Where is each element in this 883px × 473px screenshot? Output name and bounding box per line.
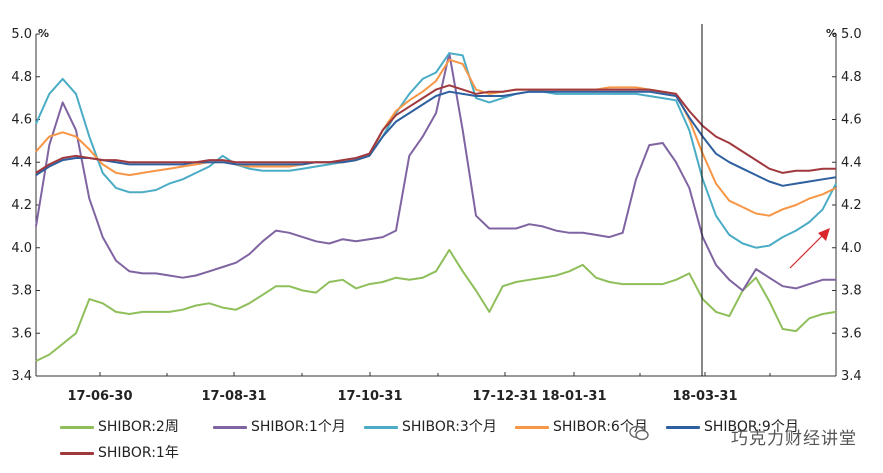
legend-swatch xyxy=(364,425,398,429)
y-tick-label-right: 3.4 xyxy=(841,369,862,384)
series-lines xyxy=(35,52,837,362)
y-tick-label-left: 4.8 xyxy=(11,70,32,85)
legend-swatch xyxy=(213,425,247,429)
series-line-5 xyxy=(35,90,837,187)
x-tick-label: 18-03-31 xyxy=(672,389,737,404)
x-tick-label: 17-08-31 xyxy=(201,389,266,404)
y-tick-label-left: 4.4 xyxy=(11,155,32,170)
y-tick-label-left: 3.6 xyxy=(11,326,32,341)
y-tick-label-right: 3.6 xyxy=(841,326,862,341)
x-axis-ticks: 17-06-30 17-08-31 17-10-31 17-12-31 18-01-31… xyxy=(67,372,771,404)
unit-right: % xyxy=(826,27,837,40)
series-line-2 xyxy=(35,52,836,292)
x-tick-label: 17-12-31 xyxy=(472,389,537,404)
y-tick-label-right: 4.2 xyxy=(841,198,862,213)
y-tick-label-right: 4.0 xyxy=(841,241,862,256)
legend-label: SHIBOR:6个月 xyxy=(553,419,648,435)
x-tick-label: 17-06-30 xyxy=(67,389,132,404)
legend-label: SHIBOR:9个月 xyxy=(704,419,799,435)
legend-swatch xyxy=(666,425,700,429)
series-line-4 xyxy=(35,58,837,217)
y-tick-label-left: 4.0 xyxy=(11,241,32,256)
series-line-1 xyxy=(35,248,837,362)
x-tick-label: 18-01-31 xyxy=(541,389,606,404)
legend-label: SHIBOR:1个月 xyxy=(251,419,346,435)
legend-swatch xyxy=(60,451,94,455)
y-tick-label-right: 3.8 xyxy=(841,284,862,299)
legend-label: SHIBOR:1年 xyxy=(98,445,179,461)
legend-item: SHIBOR:1个月 xyxy=(213,416,346,436)
y-tick-label-left: 4.2 xyxy=(11,198,32,213)
x-tick-label: 17-10-31 xyxy=(337,389,402,404)
legend-item: SHIBOR:6个月 xyxy=(515,416,648,436)
legend-item: SHIBOR:9个月 xyxy=(666,416,799,436)
legend-item: SHIBOR:3个月 xyxy=(364,416,497,436)
annotation-arrow-line xyxy=(789,233,825,269)
annotation-arrow-head xyxy=(818,228,830,241)
watermark-text: 巧克力财经讲堂 xyxy=(731,429,857,449)
y-tick-label-right: 4.4 xyxy=(841,155,862,170)
y-axis-left-ticks: 5.0 4.8 4.6 4.4 4.2 4.0 3.8 3.6 3.4 xyxy=(11,27,40,384)
y-tick-label-left: 3.8 xyxy=(11,284,32,299)
legend-item: SHIBOR:1年 xyxy=(60,442,179,462)
unit-left: % xyxy=(38,27,49,40)
shibor-line-chart: 5.0 4.8 4.6 4.4 4.2 4.0 3.8 3.6 3.4 5.0 4.8 4.6 4.4… xyxy=(11,24,862,404)
legend-swatch xyxy=(515,425,549,429)
legend-swatch xyxy=(60,425,94,429)
wechat-icon xyxy=(629,425,649,441)
series-line-6 xyxy=(35,84,836,174)
series-line-3 xyxy=(35,52,837,249)
y-axis-right-ticks: 5.0 4.8 4.6 4.4 4.2 4.0 3.8 3.6 3.4 xyxy=(832,27,862,384)
chart-overlay xyxy=(701,24,830,376)
y-tick-label-right: 4.6 xyxy=(841,113,862,128)
chart-axes xyxy=(35,34,837,377)
legend-item: SHIBOR:2周 xyxy=(60,416,179,436)
y-tick-label-right: 5.0 xyxy=(841,27,862,42)
y-tick-label-left: 4.6 xyxy=(11,113,32,128)
y-tick-label-right: 4.8 xyxy=(841,70,862,85)
y-tick-label-left: 3.4 xyxy=(11,369,32,384)
legend-label: SHIBOR:3个月 xyxy=(402,419,497,435)
y-tick-label-left: 5.0 xyxy=(11,27,32,42)
legend-label: SHIBOR:2周 xyxy=(98,419,179,435)
